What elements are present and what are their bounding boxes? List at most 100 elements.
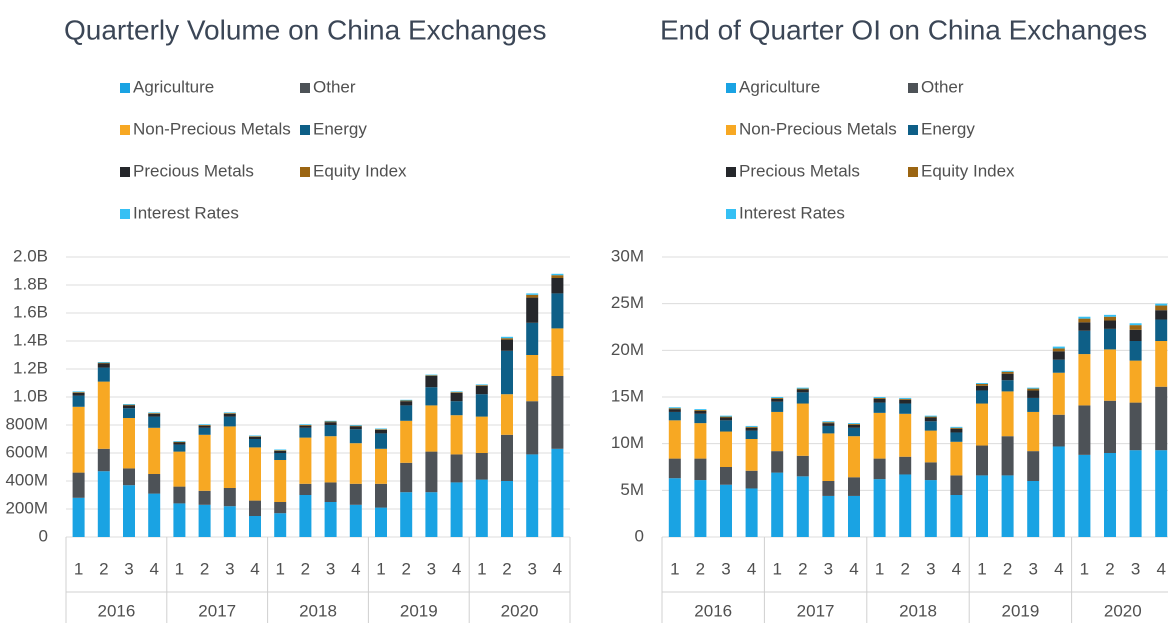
- bar-segment: [1104, 328, 1116, 350]
- bar-segment: [425, 375, 438, 376]
- x-group-label: 2018: [299, 601, 337, 620]
- bar-segment: [1052, 351, 1065, 360]
- bar-segment: [198, 490, 211, 505]
- bar-segment: [223, 416, 236, 427]
- bar-segment: [249, 516, 261, 537]
- x-group-label: 2020: [501, 601, 539, 620]
- bar-segment: [822, 422, 835, 424]
- bar-segment: [873, 458, 886, 480]
- legend-label: Interest Rates: [133, 203, 239, 222]
- bar-segment: [720, 484, 732, 537]
- bar-segment: [249, 500, 261, 516]
- bar-segment: [299, 483, 312, 495]
- bar-segment: [375, 448, 387, 484]
- bar-segment: [873, 402, 886, 413]
- bar-segment: [745, 426, 758, 428]
- bar-segment: [771, 397, 784, 399]
- bar-segment: [198, 434, 211, 491]
- bar-segment: [668, 409, 681, 412]
- bar-segment: [72, 391, 85, 393]
- legend-label: Equity Index: [921, 161, 1015, 180]
- x-tick-label: 2: [301, 559, 310, 578]
- bar-segment: [873, 479, 886, 537]
- y-tick-label: 15M: [611, 386, 644, 405]
- legend-label: Energy: [313, 119, 367, 138]
- bar-segment: [425, 492, 438, 537]
- bar-segment: [450, 415, 463, 455]
- bar-segment: [848, 495, 860, 537]
- bar-segment: [400, 405, 413, 421]
- bar-segment: [551, 278, 564, 294]
- x-tick-label: 3: [427, 559, 436, 578]
- bar-segment: [299, 425, 312, 426]
- bar-segment: [324, 482, 337, 502]
- bar-segment: [1155, 319, 1168, 341]
- bar-segment: [745, 425, 758, 427]
- bar-segment: [1027, 390, 1040, 398]
- bar-segment: [72, 395, 85, 407]
- bar-segment: [148, 413, 161, 414]
- bar-segment: [450, 454, 463, 483]
- bar-segment: [1052, 414, 1065, 447]
- bar-segment: [1078, 454, 1091, 537]
- bar-segment: [148, 413, 161, 417]
- bar-segment: [400, 420, 413, 463]
- x-tick-label: 4: [553, 559, 562, 578]
- x-tick-label: 1: [74, 559, 83, 578]
- bar-segment: [148, 474, 161, 494]
- bar-segment: [299, 437, 312, 484]
- x-group-label: 2018: [899, 601, 937, 620]
- bar-segment: [198, 425, 211, 426]
- x-tick-label: 4: [952, 559, 961, 578]
- bar-segment: [1078, 322, 1091, 331]
- bar-segment: [1129, 329, 1142, 341]
- bar-segment: [771, 397, 784, 398]
- bar-segment: [950, 432, 963, 442]
- bar-segment: [274, 460, 287, 502]
- bar-segment: [324, 436, 337, 483]
- bar-segment: [526, 322, 539, 355]
- bar-segment: [249, 436, 261, 437]
- bar-segment: [796, 476, 809, 537]
- bar-segment: [375, 428, 387, 430]
- bar-segment: [1078, 330, 1091, 355]
- x-group-label: 2019: [1001, 601, 1039, 620]
- bar-segment: [822, 433, 835, 481]
- bar-segment: [274, 502, 287, 514]
- x-tick-label: 1: [875, 559, 884, 578]
- bar-segment: [97, 471, 110, 537]
- bar-segment: [976, 385, 988, 391]
- x-tick-label: 4: [1054, 559, 1063, 578]
- bar-segment: [274, 450, 287, 451]
- bar-segment: [97, 381, 110, 449]
- x-tick-label: 3: [824, 559, 833, 578]
- bar-segment: [1052, 346, 1065, 349]
- bar-segment: [324, 502, 337, 537]
- bar-segment: [848, 424, 860, 425]
- bar-segment: [668, 407, 681, 409]
- bar-segment: [1129, 402, 1142, 451]
- bar-segment: [796, 389, 809, 393]
- bar-segment: [1104, 320, 1116, 329]
- bar-segment: [1001, 370, 1014, 372]
- bar-segment: [475, 385, 488, 395]
- bar-segment: [1052, 359, 1065, 373]
- bar-segment: [249, 439, 261, 448]
- chart-title: Quarterly Volume on China Exchanges: [64, 14, 547, 45]
- x-tick-label: 2: [1003, 559, 1012, 578]
- bar-segment: [771, 451, 784, 473]
- bar-segment: [223, 413, 236, 414]
- x-tick-label: 2: [798, 559, 807, 578]
- bar-segment: [1129, 323, 1142, 326]
- y-tick-label: 25M: [611, 293, 644, 312]
- bar-segment: [899, 399, 912, 404]
- bar-segment: [475, 384, 488, 386]
- bar-segment: [551, 293, 564, 329]
- bar-segment: [1027, 388, 1040, 391]
- bar-segment: [349, 443, 362, 484]
- bar-segment: [873, 412, 886, 459]
- bar-segment: [526, 294, 539, 298]
- bar-segment: [1155, 386, 1168, 451]
- bar-segment: [501, 339, 513, 351]
